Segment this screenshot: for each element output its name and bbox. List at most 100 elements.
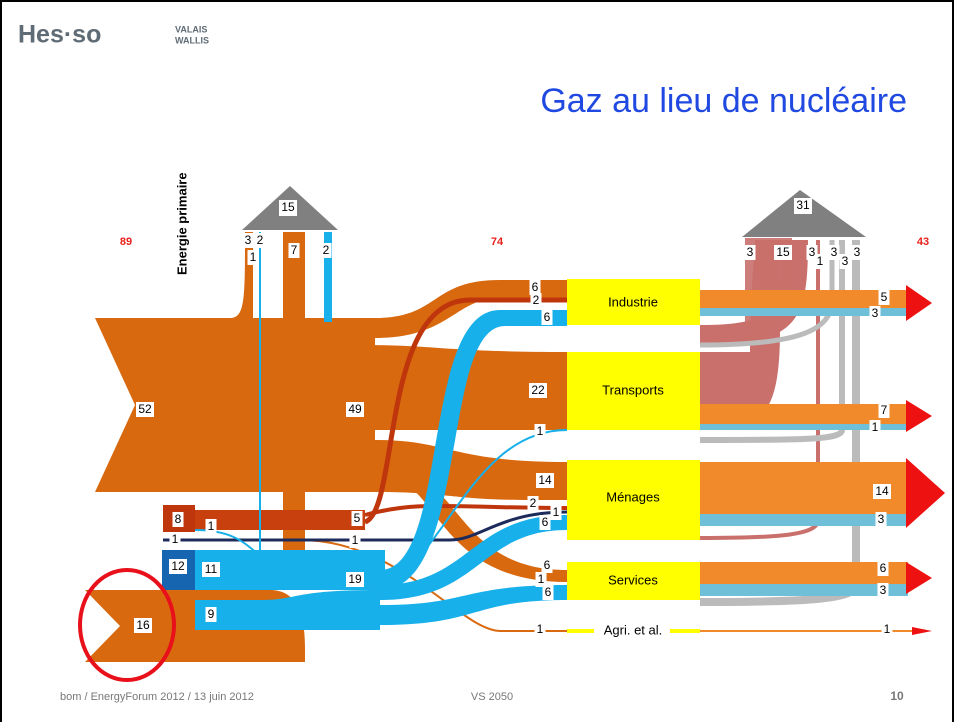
flow (375, 280, 567, 338)
flow-label: 14 (538, 473, 552, 487)
label-bg (279, 200, 297, 216)
label-bg (202, 562, 220, 577)
flow-label: 1 (884, 622, 891, 636)
flow (324, 232, 332, 322)
flow-label: 3 (854, 245, 861, 259)
label-bg (881, 622, 893, 637)
flow-label: 2 (533, 293, 540, 307)
sector-label: Services (608, 572, 658, 587)
flow (380, 515, 567, 600)
label-bg (814, 254, 826, 269)
output-arrow (906, 400, 932, 432)
slide-title: Gaz au lieu de nucléaire (540, 82, 907, 120)
output-arrow (906, 562, 932, 594)
label-bg (851, 245, 863, 260)
label-bg (869, 306, 881, 321)
flow (230, 232, 253, 318)
flow-label: 15 (776, 245, 790, 259)
flow-label: 6 (544, 558, 551, 572)
loss-label: 31 (796, 198, 810, 212)
output-flow (700, 584, 908, 596)
flow-label: 2 (530, 496, 537, 510)
sector-label: Industrie (608, 294, 658, 309)
flow-label: 16 (136, 618, 150, 632)
flow (195, 510, 365, 530)
total-label: 74 (491, 236, 504, 248)
flow-label: 12 (171, 559, 185, 573)
label-bg (247, 250, 259, 265)
flow-label: 6 (880, 561, 887, 575)
sector-label: Ménages (606, 489, 660, 504)
label-bg (529, 383, 547, 398)
label-bg (205, 519, 217, 534)
label-bg (169, 532, 181, 547)
flow-label: 14 (875, 484, 889, 498)
flow-label: 5 (881, 290, 888, 304)
axis-label: Energie primaire (174, 172, 189, 275)
label-bg (134, 618, 152, 633)
flow-label: 1 (537, 424, 544, 438)
logo: Hes·so (18, 21, 101, 49)
flow-label: 1 (538, 572, 545, 586)
flow-label: 3 (245, 233, 252, 247)
flow-label: 1 (250, 250, 257, 264)
label-bg (550, 505, 562, 520)
label-bg (172, 512, 184, 527)
footer-center: VS 2050 (471, 691, 513, 703)
output-flow (700, 290, 908, 308)
flow-label: 6 (545, 585, 552, 599)
page-number: 10 (890, 689, 904, 703)
logo-sub: WALLIS (175, 35, 209, 45)
flow-label: 5 (354, 511, 361, 525)
label-bg (527, 496, 539, 511)
flow-label: 3 (842, 254, 849, 268)
output-flow (700, 514, 908, 526)
flow-label: 8 (175, 512, 182, 526)
label-bg (349, 533, 361, 548)
label-bg (541, 310, 553, 325)
label-bg (205, 607, 217, 622)
flow-label: 2 (323, 243, 330, 257)
flow (163, 510, 568, 542)
label-bg (869, 420, 881, 435)
flow-label: 9 (208, 607, 215, 621)
flow-label: 1 (817, 254, 824, 268)
label-bg (878, 290, 890, 305)
loss-flow (699, 240, 845, 443)
label-bg (873, 484, 891, 499)
flow-label: 6 (542, 515, 549, 529)
loss-label: 15 (281, 200, 295, 214)
output-arrow (906, 458, 945, 528)
label-bg (254, 233, 266, 248)
output-flow (700, 424, 908, 430)
label-bg (794, 198, 812, 214)
label-bg (877, 561, 889, 576)
output-flow (700, 562, 908, 584)
output-arrow (912, 627, 932, 635)
label-bg (169, 559, 187, 574)
label-bg (536, 473, 554, 488)
flow (380, 585, 567, 625)
flow-label: 3 (809, 245, 816, 259)
flow-label: 3 (747, 245, 754, 259)
primary-flow (85, 590, 168, 662)
flow-label: 3 (878, 512, 885, 526)
flow (195, 590, 380, 630)
label-bg (878, 403, 890, 418)
sector-box (567, 279, 700, 325)
flow-label: 3 (872, 306, 879, 320)
flow-label: 3 (880, 583, 887, 597)
flow-label: 6 (544, 310, 551, 324)
label-bg (320, 243, 332, 258)
label-bg (594, 623, 670, 639)
label-bg (535, 572, 547, 587)
flow (283, 232, 305, 555)
label-bg (529, 280, 541, 295)
label-bg (542, 585, 554, 600)
output-flow (700, 404, 908, 424)
label-bg (136, 402, 154, 417)
sector-label: Transports (602, 382, 664, 397)
total-label: 89 (120, 236, 132, 248)
flow-label: 1 (872, 420, 879, 434)
